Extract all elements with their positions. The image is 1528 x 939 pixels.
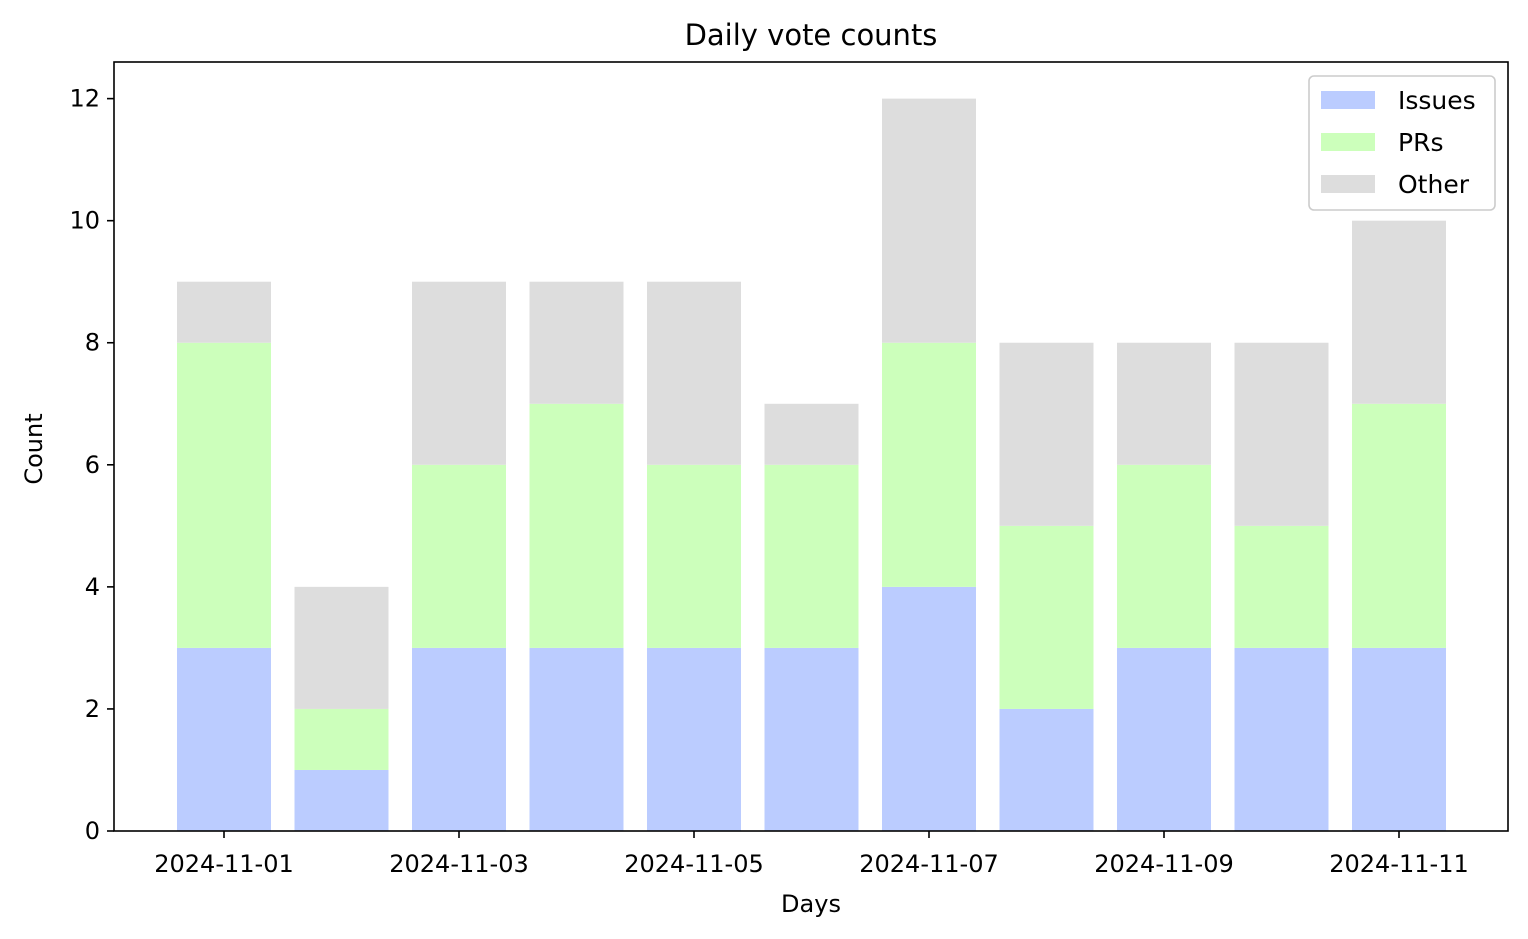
bars-group xyxy=(177,98,1446,831)
bar-other-2024-11-01 xyxy=(177,281,271,343)
x-tick-label: 2024-11-03 xyxy=(389,850,528,878)
bar-other-2024-11-03 xyxy=(412,281,506,465)
bar-prs-2024-11-06 xyxy=(764,464,859,648)
y-tick-label: 8 xyxy=(85,329,100,357)
legend-label-issues: Issues xyxy=(1398,86,1476,115)
x-tick-label: 2024-11-05 xyxy=(624,850,763,878)
bar-issues-2024-11-09 xyxy=(1117,647,1211,831)
y-axis-label: Count xyxy=(20,413,48,484)
y-axis-ticks: 0 2 4 6 8 10 12 xyxy=(69,85,114,845)
x-axis-ticks: 2024-11-01 2024-11-03 2024-11-05 2024-11-07… xyxy=(154,831,1469,878)
legend-label-prs: PRs xyxy=(1398,128,1443,157)
y-tick-label: 2 xyxy=(85,695,100,723)
bar-prs-2024-11-01 xyxy=(177,342,271,648)
bar-prs-2024-11-02 xyxy=(294,708,389,770)
legend: Issues PRs Other xyxy=(1308,75,1496,211)
bar-other-2024-11-07 xyxy=(882,98,976,343)
x-tick-label: 2024-11-01 xyxy=(154,850,293,878)
bar-prs-2024-11-11 xyxy=(1352,403,1446,648)
bar-prs-2024-11-10 xyxy=(1234,525,1329,648)
bar-other-2024-11-05 xyxy=(647,281,741,465)
bar-prs-2024-11-04 xyxy=(529,403,624,648)
bar-issues-2024-11-04 xyxy=(529,647,624,831)
bar-issues-2024-11-02 xyxy=(294,769,389,831)
bar-other-2024-11-06 xyxy=(764,403,859,465)
bar-prs-2024-11-05 xyxy=(647,464,741,648)
bar-other-2024-11-10 xyxy=(1234,342,1329,526)
y-tick-label: 0 xyxy=(85,817,100,845)
legend-swatch-issues xyxy=(1321,91,1375,109)
y-tick-label: 4 xyxy=(85,573,100,601)
legend-swatch-other xyxy=(1321,175,1375,193)
bar-issues-2024-11-03 xyxy=(412,647,506,831)
bar-prs-2024-11-07 xyxy=(882,342,976,587)
bar-other-2024-11-09 xyxy=(1117,342,1211,465)
x-tick-label: 2024-11-11 xyxy=(1329,850,1468,878)
y-tick-label: 10 xyxy=(69,207,100,235)
bar-other-2024-11-11 xyxy=(1352,220,1446,404)
bar-prs-2024-11-09 xyxy=(1117,464,1211,648)
bar-other-2024-11-02 xyxy=(294,586,389,709)
x-tick-label: 2024-11-07 xyxy=(859,850,998,878)
legend-swatch-prs xyxy=(1321,133,1375,151)
x-tick-label: 2024-11-09 xyxy=(1094,850,1233,878)
chart-title: Daily vote counts xyxy=(685,18,938,52)
bar-issues-2024-11-10 xyxy=(1234,647,1329,831)
y-tick-label: 12 xyxy=(69,85,100,113)
legend-label-other: Other xyxy=(1398,170,1470,199)
bar-issues-2024-11-07 xyxy=(882,586,976,831)
bar-issues-2024-11-05 xyxy=(647,647,741,831)
bar-issues-2024-11-06 xyxy=(764,647,859,831)
bar-prs-2024-11-03 xyxy=(412,464,506,648)
bar-prs-2024-11-08 xyxy=(999,525,1094,709)
x-axis-label: Days xyxy=(781,890,841,918)
y-tick-label: 6 xyxy=(85,451,100,479)
bar-issues-2024-11-01 xyxy=(177,647,271,831)
bar-other-2024-11-08 xyxy=(999,342,1094,526)
plot-frame xyxy=(113,61,1509,832)
bar-issues-2024-11-11 xyxy=(1352,647,1446,831)
bar-other-2024-11-04 xyxy=(529,281,624,404)
bar-issues-2024-11-08 xyxy=(999,708,1094,831)
